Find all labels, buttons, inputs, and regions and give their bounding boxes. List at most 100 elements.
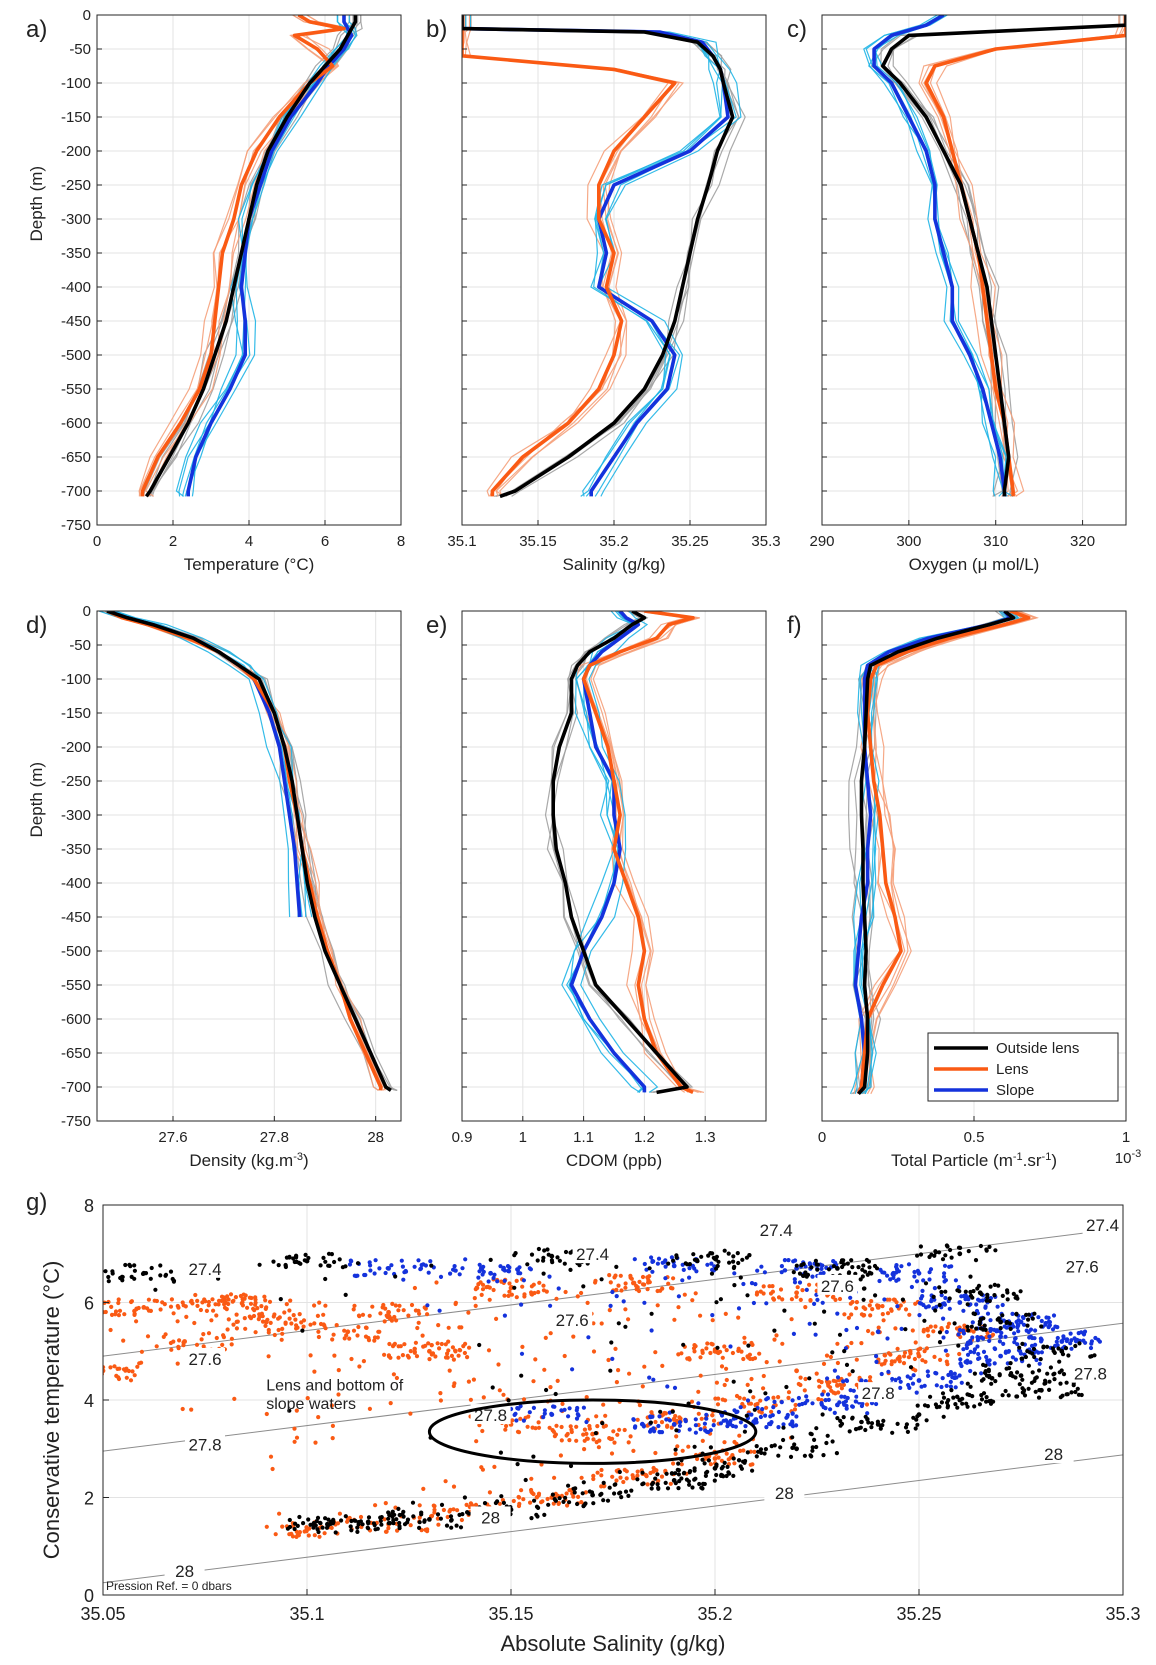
scatter-point-outside-lens bbox=[745, 1450, 750, 1455]
scatter-point-lens bbox=[372, 1338, 377, 1343]
scatter-point-lens bbox=[283, 1320, 288, 1325]
scatter-point-lens bbox=[529, 1487, 534, 1493]
x-tick-label: 0 bbox=[93, 533, 101, 550]
scatter-point-lens bbox=[542, 1367, 547, 1372]
x-axis-label-part: .sr bbox=[1023, 1151, 1042, 1170]
scatter-point-outside-lens bbox=[1018, 1289, 1023, 1294]
scatter-point-lens bbox=[644, 1474, 649, 1479]
scatter-point-outside-lens bbox=[609, 1340, 614, 1345]
scatter-point-lens bbox=[384, 1313, 389, 1318]
scatter-point-lens bbox=[612, 1275, 617, 1280]
scatter-point-lens bbox=[423, 1343, 428, 1348]
scatter-point-outside-lens bbox=[629, 1488, 634, 1493]
scatter-point-outside-lens bbox=[132, 1263, 137, 1268]
scatter-point-slope bbox=[988, 1328, 993, 1333]
scatter-point-slope bbox=[792, 1280, 798, 1285]
scatter-point-lens bbox=[736, 1315, 741, 1320]
scatter-point-lens bbox=[757, 1409, 762, 1414]
scatter-point-lens bbox=[408, 1411, 413, 1416]
scatter-point-slope bbox=[792, 1277, 797, 1282]
y-tick-label: 8 bbox=[84, 1196, 94, 1216]
scatter-point-slope bbox=[820, 1300, 825, 1305]
scatter-point-lens bbox=[292, 1426, 297, 1431]
scatter-point-lens bbox=[866, 1328, 871, 1334]
x-tick-label: 35.25 bbox=[896, 1604, 941, 1624]
scatter-point-lens bbox=[789, 1317, 794, 1322]
scatter-point-lens bbox=[541, 1288, 547, 1293]
scatter-point-outside-lens bbox=[1045, 1344, 1050, 1349]
scatter-point-lens bbox=[345, 1329, 351, 1335]
scatter-point-lens bbox=[770, 1284, 775, 1289]
scatter-point-lens bbox=[828, 1354, 834, 1360]
scatter-point-outside-lens bbox=[1089, 1354, 1094, 1359]
scatter-point-outside-lens bbox=[1066, 1353, 1071, 1358]
scatter-point-outside-lens bbox=[737, 1458, 742, 1463]
scatter-point-lens bbox=[608, 1280, 613, 1285]
scatter-point-slope bbox=[1065, 1337, 1070, 1342]
scatter-point-lens bbox=[609, 1451, 615, 1456]
scatter-point-outside-lens bbox=[830, 1439, 835, 1444]
scatter-point-slope bbox=[416, 1258, 421, 1263]
scatter-point-lens bbox=[301, 1324, 306, 1329]
scatter-point-lens bbox=[864, 1402, 870, 1407]
scatter-point-lens bbox=[876, 1325, 881, 1330]
scatter-point-lens bbox=[284, 1302, 289, 1307]
scatter-point-outside-lens bbox=[581, 1284, 586, 1289]
scatter-point-outside-lens bbox=[535, 1514, 540, 1519]
scatter-point-slope bbox=[1055, 1335, 1060, 1341]
scatter-point-lens bbox=[675, 1444, 680, 1449]
scatter-point-lens bbox=[297, 1530, 302, 1535]
scatter-point-slope bbox=[531, 1405, 537, 1410]
scatter-point-lens bbox=[168, 1340, 173, 1346]
scatter-point-slope bbox=[963, 1359, 968, 1365]
scatter-point-outside-lens bbox=[448, 1514, 454, 1519]
scatter-point-slope bbox=[760, 1407, 765, 1412]
scatter-point-outside-lens bbox=[981, 1327, 986, 1332]
scatter-point-outside-lens bbox=[731, 1456, 736, 1461]
scatter-point-slope bbox=[718, 1421, 724, 1426]
scatter-point-lens bbox=[564, 1491, 569, 1496]
x-tick-label: 0 bbox=[818, 1129, 826, 1146]
scatter-point-slope bbox=[515, 1268, 521, 1273]
scatter-point-lens bbox=[584, 1395, 589, 1400]
scatter-point-lens bbox=[926, 1333, 931, 1338]
scatter-point-outside-lens bbox=[1000, 1293, 1005, 1298]
scatter-point-lens bbox=[591, 1321, 596, 1326]
scatter-point-lens bbox=[749, 1376, 754, 1382]
scatter-point-slope bbox=[683, 1419, 688, 1424]
scatter-point-lens bbox=[113, 1309, 119, 1314]
scatter-point-outside-lens bbox=[776, 1453, 781, 1458]
scatter-point-lens bbox=[891, 1297, 897, 1302]
scatter-point-outside-lens bbox=[937, 1285, 942, 1290]
scatter-point-slope bbox=[813, 1332, 818, 1337]
isopycnal-label-bg bbox=[185, 1433, 225, 1454]
scatter-point-outside-lens bbox=[873, 1293, 878, 1298]
scatter-point-slope bbox=[764, 1425, 769, 1430]
scatter-point-outside-lens bbox=[488, 1257, 493, 1262]
scatter-point-lens bbox=[849, 1340, 854, 1346]
scatter-point-lens bbox=[450, 1345, 455, 1350]
scatter-point-lens bbox=[623, 1281, 628, 1286]
scatter-point-lens bbox=[276, 1327, 281, 1333]
scatter-point-lens bbox=[583, 1490, 589, 1495]
scatter-point-outside-lens bbox=[1015, 1370, 1020, 1375]
scatter-point-outside-lens bbox=[965, 1302, 970, 1307]
scatter-point-slope bbox=[373, 1258, 378, 1263]
panel-letter: g) bbox=[26, 1189, 47, 1216]
scatter-point-outside-lens bbox=[449, 1517, 454, 1523]
panel-letter: a) bbox=[26, 16, 47, 43]
scatter-point-outside-lens bbox=[534, 1504, 540, 1509]
scatter-point-lens bbox=[417, 1311, 422, 1316]
scatter-point-outside-lens bbox=[658, 1409, 663, 1414]
scatter-point-outside-lens bbox=[762, 1451, 767, 1456]
scatter-point-outside-lens bbox=[838, 1418, 843, 1423]
scatter-point-outside-lens bbox=[427, 1517, 432, 1522]
profile-thin-line bbox=[464, 15, 685, 497]
scatter-point-outside-lens bbox=[557, 1258, 563, 1263]
scatter-point-slope bbox=[854, 1325, 860, 1331]
scatter-point-outside-lens bbox=[794, 1263, 799, 1268]
scatter-point-lens bbox=[464, 1502, 469, 1507]
scatter-point-lens bbox=[152, 1298, 157, 1303]
scatter-point-outside-lens bbox=[807, 1376, 812, 1381]
scatter-point-slope bbox=[1036, 1315, 1041, 1320]
